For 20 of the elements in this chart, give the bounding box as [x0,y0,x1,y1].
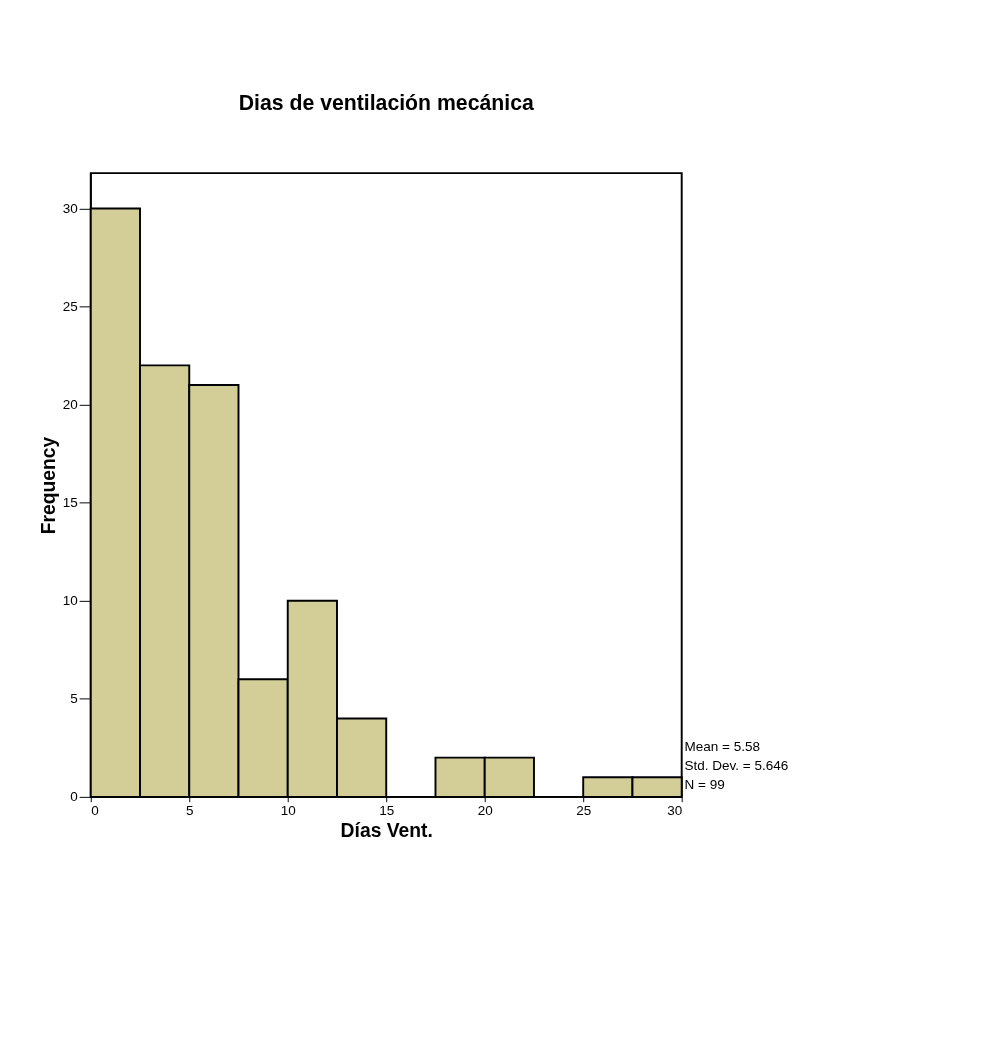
y-tick-label: 5 [70,691,78,707]
x-tick-label: 25 [576,802,592,818]
x-tick-label: 5 [185,802,194,818]
y-tick-label: 25 [62,298,78,314]
x-tick-label: 0 [91,802,99,818]
y-axis-title: Frequency [37,436,59,535]
y-tick-label: 10 [62,593,78,609]
y-tick-label: 30 [62,200,78,216]
chart-title: Dias de ventilación mecánica [238,91,534,116]
x-tick-label: 15 [379,802,395,818]
text: N = 99 [684,777,725,793]
x-axis-title: Días Vent. [340,819,433,841]
x-tick-label: 10 [280,802,296,818]
text: Std. Dev. = 5.646 [684,757,789,773]
y-tick-label: 0 [70,789,78,805]
x-tick-label: 30 [667,802,683,818]
x-tick-label: 20 [477,802,493,818]
y-tick-label: 15 [62,495,78,510]
text: Mean = 5.58 [684,738,761,754]
y-tick-label: 20 [62,396,78,412]
